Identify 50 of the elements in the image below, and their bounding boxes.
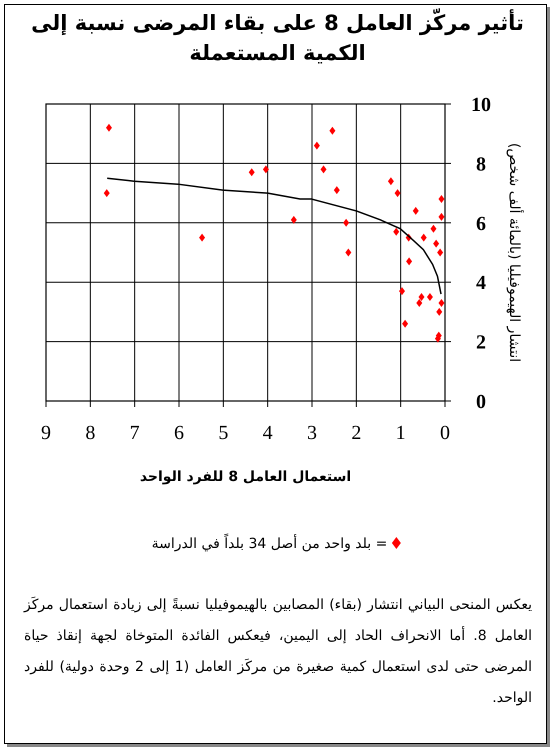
point [433,240,440,248]
point [290,216,297,224]
x-tick-label: 7 [130,422,140,444]
point [262,165,269,174]
text: يعكس المنحى البياني انتشار (بقاء) المصابين بالهيموفيليا نسبةً إلى زيادة استعمال مركَز العامل 8. أما الانحراف الحاد إلى اليمين، فيعكس الفائدة المتوخاة لجهة إنقاذ حياة المرضى حتى لدى استعمال كمية صغيرة من مركَز العامل (1 إلى 2 وحدة دولية) للفرد الواحد. [24,596,532,708]
x-axis-title: استعمال العامل 8 للفرد الواحد [140,469,352,485]
point [388,177,394,186]
chart-title: تأثير مركّز العامل 8 على بقاء المرضى نسبة إلى الكمية المستعملة [30,8,525,67]
point [412,206,419,215]
x-tick-label: 3 [307,422,317,444]
x-tick-label: 1 [396,422,406,444]
y-tick-label: 4 [476,272,486,294]
point [345,248,352,256]
point [437,248,444,256]
y-tick-label: 6 [476,212,486,235]
y-tick-label: 2 [476,332,486,354]
point [406,257,412,266]
point [104,189,110,198]
point [438,212,444,221]
x-tick-label: 0 [440,422,450,444]
point [418,293,425,302]
x-tick-label: 9 [41,422,51,444]
point [314,142,320,150]
point [329,126,336,135]
point [438,298,444,307]
x-tick-label: 6 [174,422,184,444]
point [394,189,401,198]
x-tick-label: 4 [262,422,273,444]
point [320,165,327,174]
point [393,228,400,236]
y-axis-title: انتشار الهيموفيليا (بالمائة ألف شخص) [506,142,524,362]
point [398,287,405,296]
point [199,234,206,242]
x-tick-label: 5 [218,422,228,444]
point [402,320,408,328]
y-tick-label: 8 [476,153,486,176]
y-tick-label: 0 [476,391,486,413]
point [438,195,444,204]
point [248,168,255,176]
y-tick-label: 10 [471,94,491,116]
point [343,218,350,227]
point [106,124,112,132]
point [436,308,442,316]
x-tick-label: 2 [351,422,362,444]
x-tick-label: 8 [85,422,96,444]
point [416,298,422,307]
point [430,224,436,233]
point [334,186,340,194]
point [420,234,427,242]
point [426,293,433,302]
